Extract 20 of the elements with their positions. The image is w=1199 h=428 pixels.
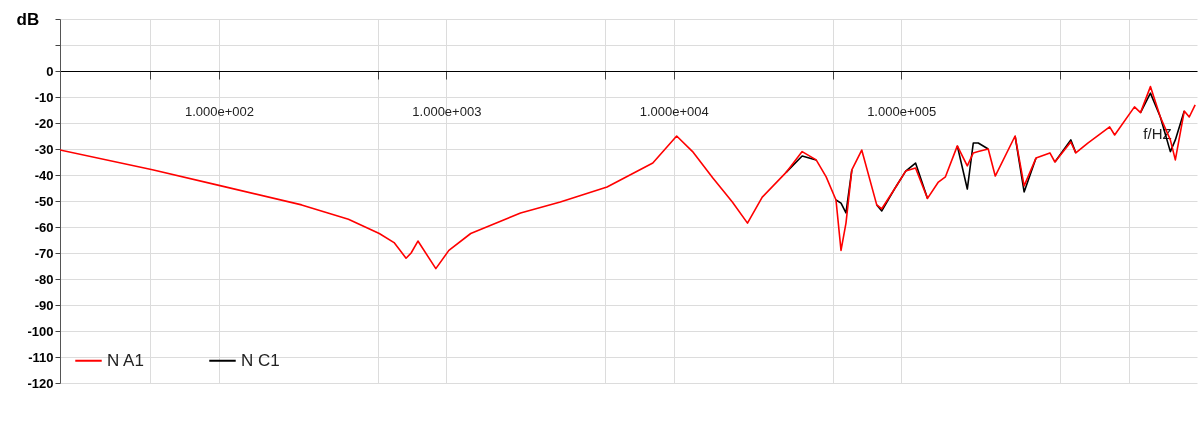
y-tick-label: -100 xyxy=(27,323,54,339)
y-tick-label: -80 xyxy=(34,271,54,287)
y-tick-label: -110 xyxy=(28,349,54,365)
legend-label: N C1 xyxy=(241,350,280,370)
y-tick-label: -10 xyxy=(34,89,54,105)
y-tick-label: -70 xyxy=(34,245,54,261)
legend-label: N A1 xyxy=(107,350,144,370)
x-tick-label: 1.000e+003 xyxy=(412,103,482,119)
x-tick-label: 1.000e+005 xyxy=(867,103,937,119)
y-tick-label: 0 xyxy=(46,63,54,79)
y-tick-label: -40 xyxy=(34,167,54,183)
y-tick-label: -50 xyxy=(34,193,54,209)
x-tick-label: 1.000e+002 xyxy=(184,103,254,119)
y-axis-title: dB xyxy=(16,9,40,29)
y-tick-label: -60 xyxy=(34,219,54,235)
y-tick-label: -90 xyxy=(34,297,54,313)
y-tick-label: -20 xyxy=(34,115,54,131)
y-tick-label: -30 xyxy=(34,141,54,157)
y-tick-label: -120 xyxy=(27,375,54,391)
x-tick-label: 1.000e+004 xyxy=(639,103,709,119)
